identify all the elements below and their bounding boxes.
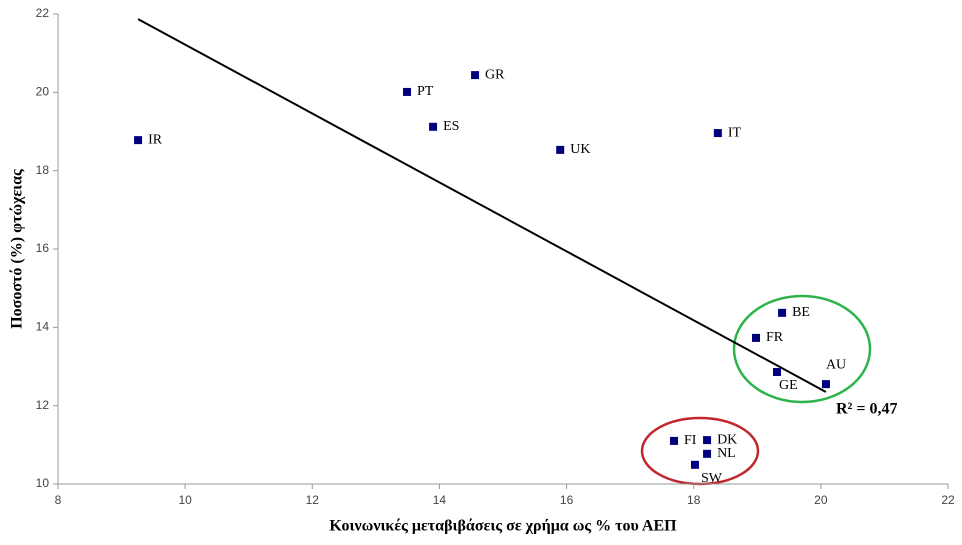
- point-label: IR: [148, 132, 163, 147]
- point-label: PT: [417, 84, 434, 99]
- r-squared-annotation: R² = 0,47: [836, 401, 897, 418]
- point: [821, 380, 830, 389]
- y-tick-label: 16: [36, 241, 50, 255]
- point: [703, 449, 712, 458]
- x-tick-label: 22: [941, 493, 955, 507]
- point-label: GR: [485, 67, 505, 82]
- x-tick-label: 8: [55, 493, 62, 507]
- point: [670, 436, 679, 445]
- point: [403, 87, 412, 96]
- y-axis-title: Ποσοστό (%) φτώχειας: [9, 169, 26, 329]
- point: [556, 145, 565, 154]
- point: [429, 122, 438, 131]
- point: [772, 367, 781, 376]
- x-tick-label: 18: [687, 493, 701, 507]
- point-label: GE: [779, 378, 798, 393]
- point-label: FI: [684, 433, 697, 448]
- point-label: ES: [443, 119, 459, 134]
- point: [778, 308, 787, 317]
- x-tick-label: 20: [814, 493, 828, 507]
- point: [752, 333, 761, 342]
- point-label: SW: [701, 471, 723, 486]
- point-label: UK: [570, 142, 590, 157]
- trend-line: [137, 18, 827, 393]
- x-tick-label: 14: [433, 493, 447, 507]
- point: [471, 71, 480, 80]
- point-label: FR: [766, 330, 784, 345]
- y-tick-label: 10: [36, 476, 50, 490]
- point: [703, 436, 712, 445]
- y-tick-label: 12: [36, 398, 50, 412]
- point-label: AU: [826, 357, 846, 372]
- point-label: BE: [792, 305, 810, 320]
- y-tick-label: 14: [36, 320, 50, 334]
- y-tick-label: 20: [36, 85, 50, 99]
- y-tick-label: 22: [36, 6, 50, 20]
- point-label: NL: [717, 446, 736, 461]
- point: [713, 129, 722, 138]
- x-axis-title: Κοινωνικές μεταβιβάσεις σε χρήμα ως % το…: [329, 518, 677, 535]
- x-tick-label: 12: [306, 493, 320, 507]
- highlight-ellipse: [732, 294, 872, 404]
- x-tick-label: 16: [560, 493, 574, 507]
- point-label: IT: [728, 125, 742, 140]
- y-tick-label: 18: [36, 163, 50, 177]
- point: [134, 136, 143, 145]
- point-label: DK: [717, 432, 737, 447]
- x-tick-label: 10: [178, 493, 192, 507]
- point: [690, 460, 699, 469]
